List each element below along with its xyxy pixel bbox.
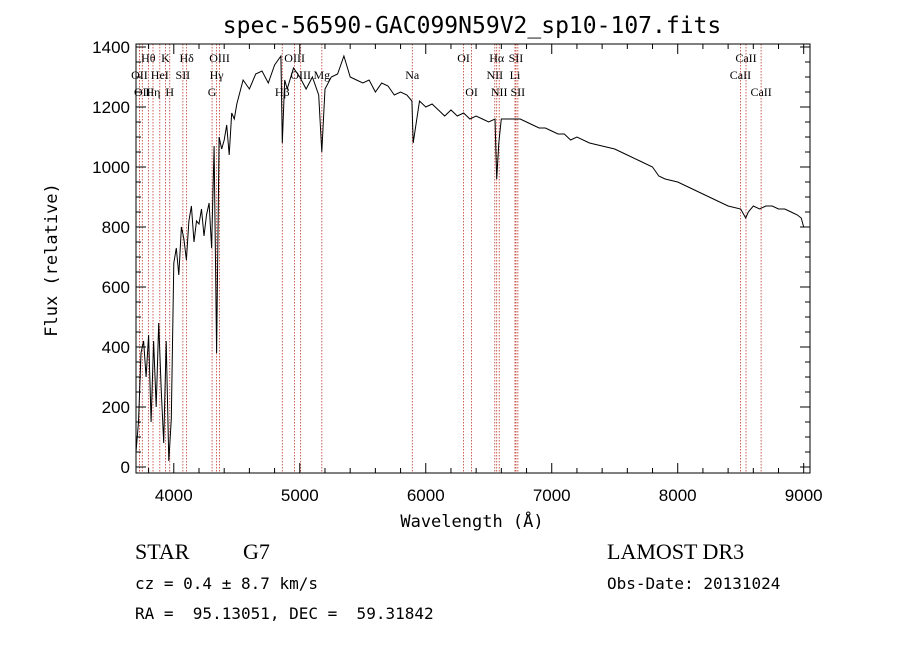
coordinates: RA = 95.13051, DEC = 59.31842 (135, 604, 434, 623)
x-axis-ticks: 4000 5000 6000 7000 8000 9000 (148, 44, 823, 505)
spectral-line-label-4: HeI (151, 68, 169, 82)
spectral-line-label-16: Na (405, 68, 420, 82)
spectral-line-label-9: G (208, 85, 217, 99)
object-class: STAR (135, 539, 190, 564)
x-axis-label: Wavelength (Å) (400, 510, 543, 532)
x-tick-label-4: 8000 (659, 486, 697, 505)
spectral-line-label-21: NII (491, 85, 508, 99)
flux-series-line (135, 54, 805, 462)
y-tick-label-6: 1200 (92, 98, 130, 117)
plot-frame (135, 43, 811, 474)
x-tick-label-0: 4000 (155, 486, 193, 505)
y-axis-label: Flux (relative) (42, 183, 62, 337)
spectral-line-label-18: OI (465, 85, 478, 99)
spectral-line-label-2: Hθ (141, 51, 156, 65)
spectral-line-label-20: Hα (489, 51, 505, 65)
object-subclass: G7 (243, 539, 270, 564)
spectral-line-label-19: NII (486, 68, 503, 82)
x-tick-label-2: 6000 (407, 486, 445, 505)
x-tick-label-5: 9000 (785, 486, 823, 505)
spectral-line-label-0: OII (131, 68, 148, 82)
y-tick-label-2: 400 (102, 338, 130, 357)
y-tick-label-3: 600 (102, 278, 130, 297)
spectral-line-label-11: OIII (209, 51, 230, 65)
spectral-line-label-24: SII (511, 85, 526, 99)
chart-title: spec-56590-GAC099N59V2_sp10-107.fits (223, 13, 722, 39)
spectral-line-label-15: Mg (313, 68, 330, 82)
x-tick-label-1: 5000 (281, 486, 319, 505)
y-tick-label-7: 1400 (92, 38, 130, 57)
spectral-line-label-6: H (165, 85, 174, 99)
spectral-line-label-8: Hδ (179, 51, 194, 65)
spectral-line-label-12: Hβ (275, 85, 290, 99)
survey-name: LAMOST DR3 (607, 539, 745, 564)
spectral-line-label-14: OIII (290, 68, 311, 82)
spectral-line-label-13: OIII (284, 51, 305, 65)
spectral-line-label-25: CaII (730, 68, 751, 82)
y-tick-label-1: 200 (102, 398, 130, 417)
y-tick-label-4: 800 (102, 218, 130, 237)
spectral-line-label-26: CaII (735, 51, 756, 65)
x-tick-label-3: 7000 (533, 486, 571, 505)
spectral-line-label-17: OI (457, 51, 470, 65)
redshift-info: cz = 0.4 ± 8.7 km/s (135, 574, 319, 593)
spectral-line-label-3: Hη (146, 85, 161, 99)
y-tick-label-0: 0 (121, 458, 130, 477)
spectral-line-label-27: CaII (750, 85, 771, 99)
y-axis-ticks: 0 200 400 600 800 1000 1200 1400 (92, 38, 810, 477)
spectral-line-label-23: SII (509, 51, 524, 65)
spectral-line-label-22: Li (510, 68, 521, 82)
spectral-line-label-10: Hγ (210, 68, 225, 82)
spectral-line-label-5: K (161, 51, 170, 65)
observation-date: Obs-Date: 20131024 (607, 574, 781, 593)
spectral-line-markers (139, 44, 762, 473)
spectral-line-label-7: SII (176, 68, 191, 82)
y-tick-label-5: 1000 (92, 158, 130, 177)
spectral-line-label-1: OII (134, 85, 151, 99)
